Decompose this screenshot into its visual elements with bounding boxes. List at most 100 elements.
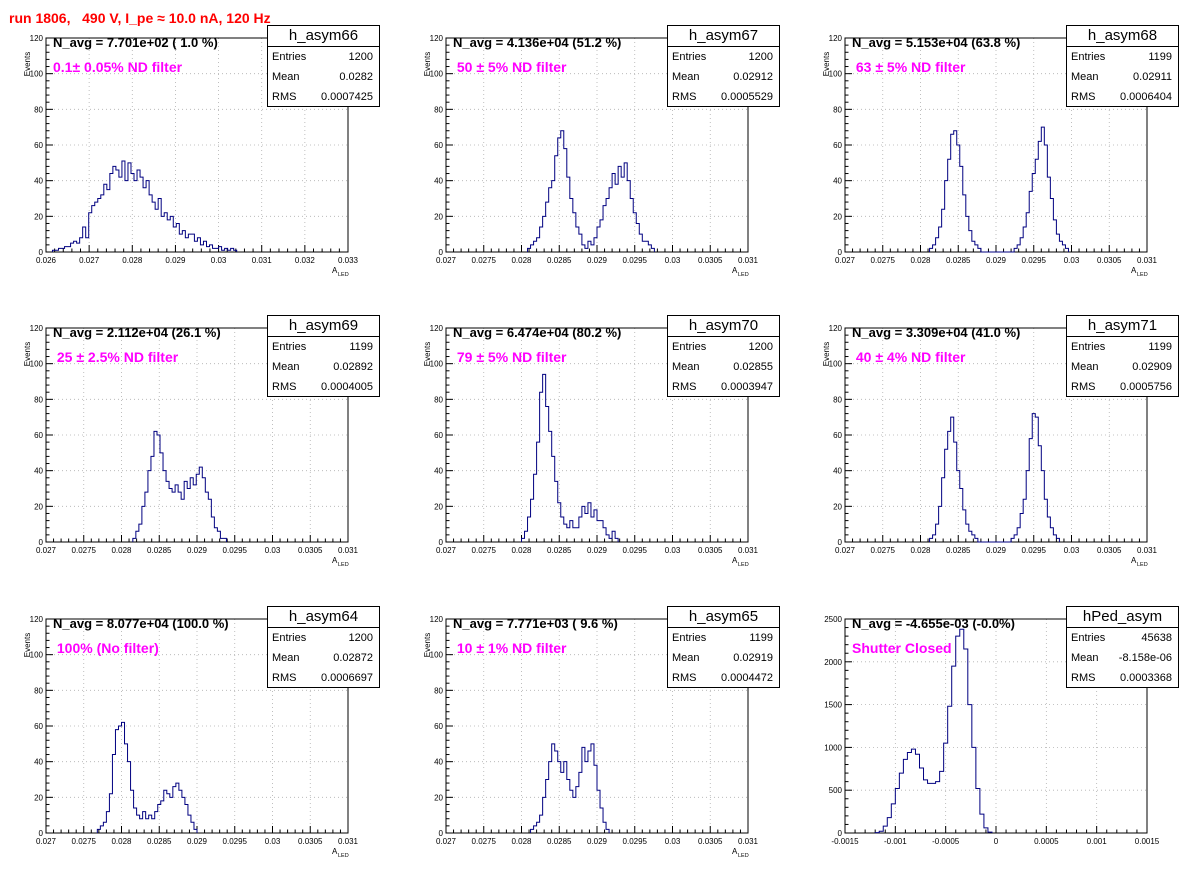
y-tick-label: 60 bbox=[434, 141, 443, 150]
y-tick-label: 100 bbox=[30, 651, 44, 660]
y-tick-label: 20 bbox=[34, 502, 43, 511]
x-tick-label: 0.0305 bbox=[698, 546, 723, 555]
x-tick-label: 0.0285 bbox=[147, 837, 172, 846]
stats-box: h_asym64 Entries 1200 Mean 0.02872 RMS 0.00066… bbox=[267, 606, 380, 688]
y-tick-label: 40 bbox=[434, 758, 443, 767]
stats-row-mean: Mean 0.0282 bbox=[268, 67, 379, 87]
x-tick-label: 0.0305 bbox=[298, 837, 323, 846]
y-tick-label: 20 bbox=[434, 793, 443, 802]
histogram-line-h_asym71 bbox=[929, 413, 1060, 543]
x-tick-label: 0.0275 bbox=[72, 546, 97, 555]
y-tick-label: 40 bbox=[434, 467, 443, 476]
stats-row-entries: Entries 1199 bbox=[1067, 337, 1178, 357]
x-axis-title: A bbox=[732, 847, 738, 856]
y-tick-label: 0 bbox=[838, 248, 843, 257]
x-tick-label: 0.026 bbox=[36, 256, 57, 265]
y-tick-label: 60 bbox=[34, 431, 43, 440]
x-tick-label: 0.027 bbox=[436, 546, 457, 555]
x-tick-label: 0.027 bbox=[79, 256, 100, 265]
y-tick-label: 0 bbox=[39, 538, 44, 547]
stats-label-rms: RMS bbox=[672, 381, 697, 393]
x-tick-label: 0.028 bbox=[511, 256, 532, 265]
stats-label-rms: RMS bbox=[1071, 381, 1096, 393]
y-tick-label: 0 bbox=[39, 829, 44, 838]
x-tick-label: 0.027 bbox=[436, 837, 457, 846]
stats-label-entries: Entries bbox=[272, 51, 307, 63]
y-tick-label: 80 bbox=[34, 395, 43, 404]
x-tick-label: 0.032 bbox=[295, 256, 316, 265]
stats-value-entries: 45638 bbox=[1141, 632, 1172, 644]
stats-row-mean: Mean 0.02919 bbox=[668, 648, 779, 668]
x-tick-label: 0.029 bbox=[187, 546, 208, 555]
y-tick-label: 120 bbox=[30, 615, 44, 624]
histogram-name: h_asym68 bbox=[1067, 26, 1178, 47]
y-tick-label: 120 bbox=[430, 34, 444, 43]
histogram-name: h_asym70 bbox=[668, 316, 779, 337]
stats-row-mean: Mean 0.02855 bbox=[668, 357, 779, 377]
x-tick-label: 0.029 bbox=[587, 837, 608, 846]
x-axis-title: A bbox=[332, 266, 338, 275]
stats-label-rms: RMS bbox=[272, 381, 297, 393]
stats-value-mean: 0.02912 bbox=[733, 71, 773, 83]
stats-row-entries: Entries 1200 bbox=[668, 337, 779, 357]
n-avg-label: N_avg = 5.153e+04 (63.8 %) bbox=[852, 35, 1021, 50]
stats-value-mean: 0.02909 bbox=[1132, 361, 1172, 373]
y-tick-label: 60 bbox=[434, 722, 443, 731]
x-tick-label: 0.0275 bbox=[472, 837, 497, 846]
y-tick-label: 40 bbox=[34, 177, 43, 186]
x-tick-label: 0.03 bbox=[1064, 256, 1080, 265]
x-tick-label: 0.0295 bbox=[623, 837, 648, 846]
stats-value-rms: 0.0007425 bbox=[321, 91, 373, 103]
x-tick-label: 0.03 bbox=[665, 837, 681, 846]
x-tick-label: 0.03 bbox=[211, 256, 227, 265]
x-tick-label: 0.0275 bbox=[472, 256, 497, 265]
stats-row-rms: RMS 0.0003368 bbox=[1067, 668, 1178, 688]
y-tick-label: 40 bbox=[434, 177, 443, 186]
y-tick-label: 60 bbox=[833, 431, 842, 440]
x-tick-label: 0.031 bbox=[738, 256, 759, 265]
x-axis-title: A bbox=[732, 556, 738, 565]
stats-row-entries: Entries 45638 bbox=[1067, 628, 1178, 648]
y-tick-label: 40 bbox=[833, 177, 842, 186]
stats-box: h_asym71 Entries 1199 Mean 0.02909 RMS 0.00057… bbox=[1066, 315, 1179, 397]
stats-row-entries: Entries 1200 bbox=[268, 47, 379, 67]
x-axis-title-subscript: LED bbox=[338, 272, 349, 278]
y-axis-title: Events bbox=[423, 342, 432, 366]
x-tick-label: 0 bbox=[994, 837, 999, 846]
x-tick-label: 0.028 bbox=[511, 837, 532, 846]
filter-label: 25 ± 2.5% ND filter bbox=[53, 349, 179, 365]
x-tick-label: 0.031 bbox=[252, 256, 273, 265]
stats-label-entries: Entries bbox=[272, 341, 307, 353]
x-tick-label: 0.029 bbox=[165, 256, 186, 265]
y-tick-label: 20 bbox=[34, 212, 43, 221]
y-tick-label: 60 bbox=[833, 141, 842, 150]
y-tick-label: 2500 bbox=[824, 615, 842, 624]
y-axis-title: Events bbox=[23, 342, 32, 366]
stats-row-rms: RMS 0.0005529 bbox=[668, 87, 779, 107]
y-tick-label: 1500 bbox=[824, 701, 842, 710]
stats-row-mean: Mean 0.02892 bbox=[268, 357, 379, 377]
stats-value-mean: 0.02872 bbox=[333, 652, 373, 664]
x-tick-label: 0.028 bbox=[511, 546, 532, 555]
y-tick-label: 0 bbox=[439, 248, 444, 257]
y-tick-label: 80 bbox=[34, 105, 43, 114]
stats-value-entries: 1200 bbox=[348, 632, 373, 644]
stats-row-mean: Mean 0.02911 bbox=[1067, 67, 1178, 87]
stats-label-entries: Entries bbox=[672, 632, 707, 644]
stats-value-rms: 0.0005529 bbox=[721, 91, 773, 103]
stats-label-rms: RMS bbox=[272, 672, 297, 684]
histogram-line-h_asym65 bbox=[530, 743, 610, 833]
histogram-name: h_asym69 bbox=[268, 316, 379, 337]
filter-label: Shutter Closed bbox=[852, 640, 952, 656]
stats-box: h_asym68 Entries 1199 Mean 0.02911 RMS 0.00064… bbox=[1066, 25, 1179, 107]
y-tick-label: 0 bbox=[838, 538, 843, 547]
stats-label-rms: RMS bbox=[672, 91, 697, 103]
x-tick-label: 0.0305 bbox=[298, 546, 323, 555]
n-avg-label: N_avg = 6.474e+04 (80.2 %) bbox=[453, 325, 622, 340]
stats-box: h_asym70 Entries 1200 Mean 0.02855 RMS 0.00039… bbox=[667, 315, 780, 397]
n-avg-label: N_avg = 3.309e+04 (41.0 %) bbox=[852, 325, 1021, 340]
x-tick-label: 0.0285 bbox=[946, 256, 971, 265]
